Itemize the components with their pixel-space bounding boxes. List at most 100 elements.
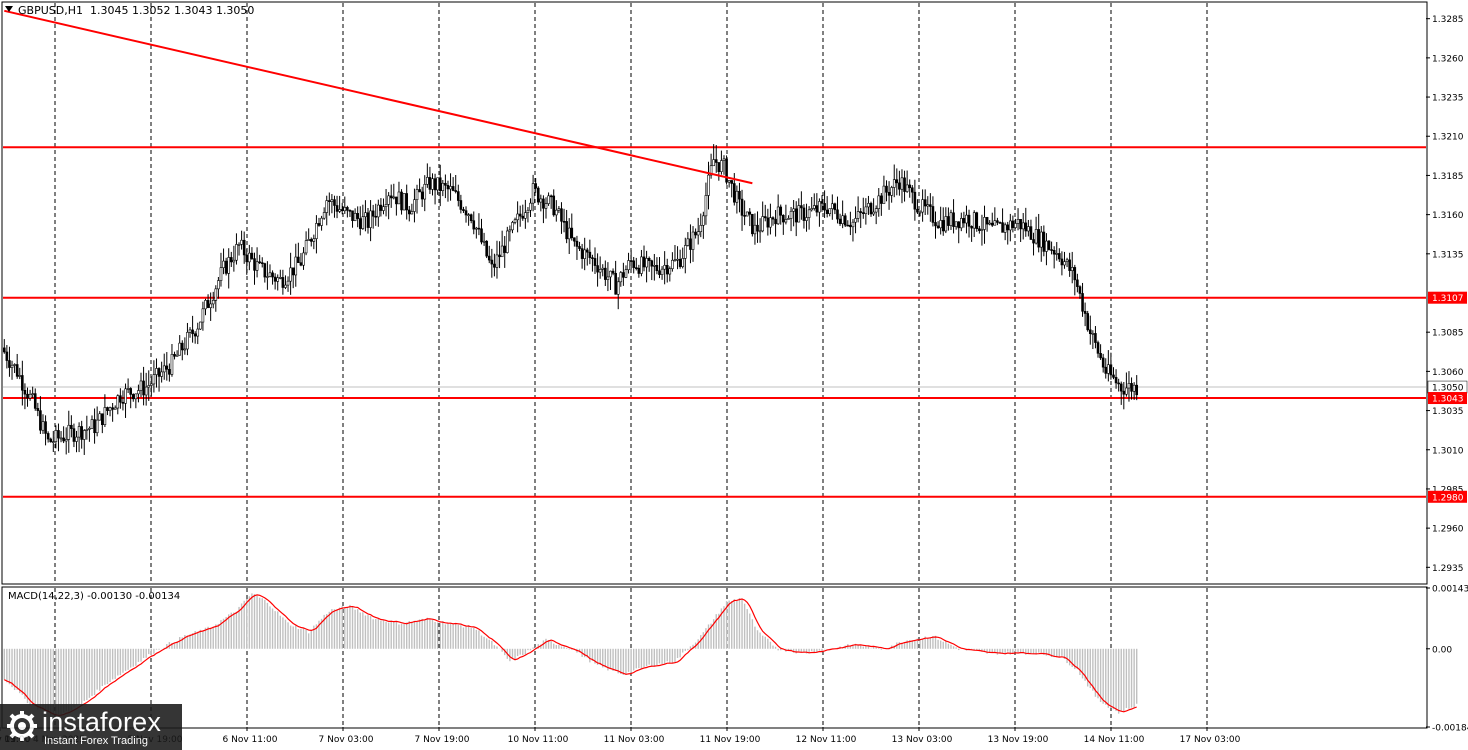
candle-body	[562, 220, 566, 223]
macd-tick-label: 0.00143	[1432, 585, 1468, 595]
candle-body	[75, 436, 78, 442]
candle-body	[438, 177, 442, 191]
candle-body	[900, 177, 904, 190]
candle-body	[624, 269, 628, 278]
price-tick-label: 1.2935	[1432, 564, 1464, 574]
candle-body	[351, 210, 354, 221]
candle-body	[302, 252, 305, 266]
candle-body	[993, 220, 997, 226]
candle-body	[704, 195, 708, 217]
candle-body	[833, 203, 837, 211]
candle-body	[1034, 229, 1038, 244]
candle-body	[957, 221, 961, 229]
candle-body	[526, 209, 530, 213]
candle-body	[335, 205, 339, 212]
candle-body	[245, 254, 249, 263]
candle-body	[985, 217, 989, 225]
candle-body	[1122, 390, 1126, 395]
candle-body	[227, 257, 231, 274]
candle-body	[1027, 226, 1030, 232]
candle-body	[696, 231, 700, 236]
candle-body	[39, 410, 42, 431]
candle-body	[691, 231, 695, 250]
candle-body	[178, 342, 181, 356]
candle-body	[511, 222, 514, 231]
candle-body	[1081, 293, 1084, 312]
candle-body	[1070, 267, 1074, 271]
candle-body	[812, 205, 816, 209]
candle-body	[485, 240, 488, 257]
candle-body	[180, 342, 184, 351]
candle-body	[1088, 329, 1092, 334]
candle-body	[108, 407, 112, 411]
candle-body	[637, 267, 641, 274]
time-tick-label: 11 Nov 19:00	[700, 735, 761, 745]
candle-body	[771, 217, 775, 220]
time-tick-label: 17 Nov 03:00	[1180, 735, 1241, 745]
candle-body	[761, 216, 764, 232]
candle-body	[965, 214, 968, 224]
candle-body	[273, 276, 277, 282]
candle-body	[725, 158, 728, 183]
candle-body	[1011, 220, 1015, 228]
candle-body	[555, 209, 558, 216]
candle-body	[13, 364, 16, 366]
candle-body	[686, 238, 690, 246]
candle-body	[1094, 333, 1097, 343]
candle-body	[340, 209, 344, 212]
candle-body	[472, 220, 476, 230]
price-tick-label: 1.2980	[1432, 493, 1464, 503]
candle-body	[343, 207, 347, 212]
candle-body	[224, 260, 228, 274]
macd-pane-frame	[1, 586, 1428, 729]
candle-body	[580, 248, 584, 259]
chart-title: GBPUSD,H1 1.3045 1.3052 1.3043 1.3050	[18, 4, 254, 17]
candle-body	[1073, 267, 1077, 281]
candle-body	[882, 185, 886, 204]
candle-body	[134, 393, 138, 400]
candle-body	[521, 215, 525, 219]
candle-body	[446, 185, 450, 190]
candle-body	[209, 303, 212, 308]
time-tick-label: 11 Nov 03:00	[604, 735, 665, 745]
macd-tick-label: 0.00	[1432, 645, 1452, 655]
candle-body	[794, 208, 798, 223]
candle-body	[418, 189, 421, 193]
candle-body	[70, 424, 73, 429]
candle-body	[250, 252, 254, 259]
candle-body	[923, 199, 927, 207]
candle-body	[144, 386, 148, 396]
candle-body	[604, 267, 607, 280]
candle-body	[552, 195, 556, 216]
candle-body	[1109, 364, 1113, 376]
price-tick-label: 1.3043	[1432, 395, 1464, 405]
candle-body	[518, 213, 522, 217]
candle-body	[740, 198, 744, 216]
candle-body	[46, 433, 50, 440]
candle-body	[1019, 218, 1022, 230]
candle-body	[338, 209, 341, 212]
candle-body	[294, 256, 298, 276]
candle-body	[913, 191, 917, 210]
candle-body	[93, 419, 96, 434]
candle-body	[885, 185, 888, 193]
candle-body	[843, 215, 847, 226]
candle-body	[462, 209, 465, 211]
symbol-menu-arrow-icon[interactable]	[5, 6, 13, 12]
candle-body	[1101, 357, 1105, 368]
candle-body	[815, 205, 819, 213]
price-tick-label: 1.3050	[1432, 384, 1464, 394]
candle-body	[663, 265, 666, 270]
candle-body	[975, 212, 979, 229]
candle-body	[464, 210, 468, 216]
candle-body	[204, 300, 207, 310]
candle-body	[389, 195, 393, 199]
candle-body	[353, 213, 357, 221]
candle-body	[1127, 383, 1131, 389]
candle-body	[449, 186, 452, 190]
candle-body	[237, 244, 241, 246]
candle-body	[841, 215, 844, 224]
candle-body	[500, 245, 504, 258]
candle-body	[1039, 231, 1043, 248]
